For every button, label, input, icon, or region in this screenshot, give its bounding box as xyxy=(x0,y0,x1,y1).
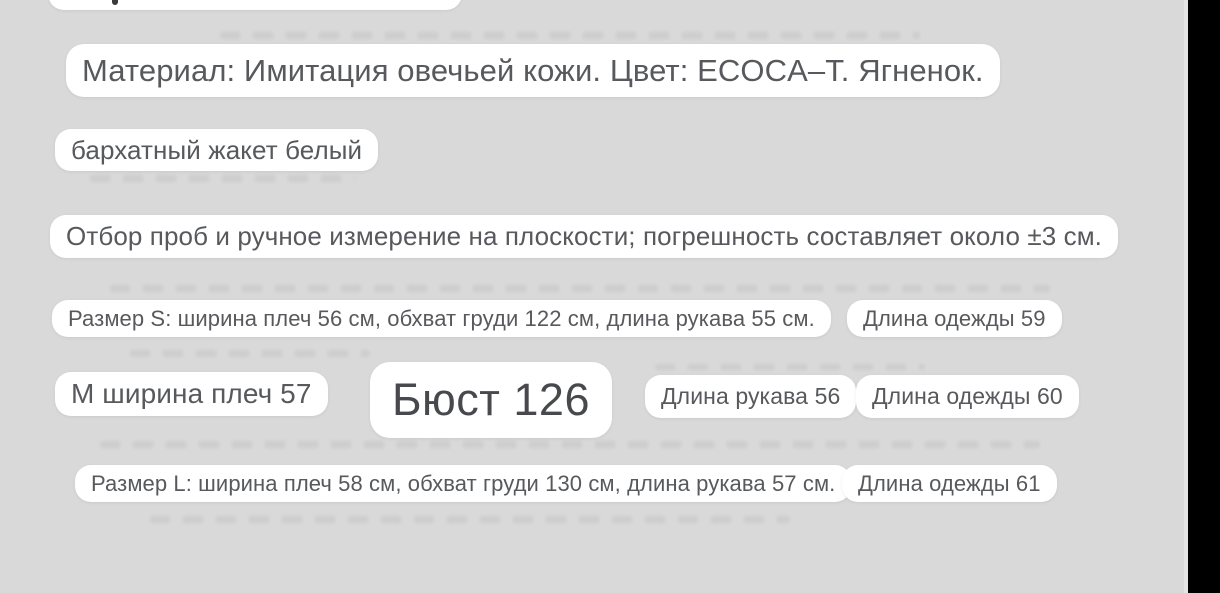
cropped-glyph-artifact xyxy=(112,0,118,5)
ghost-text-artifact xyxy=(130,350,370,357)
size-m-bust-badge: Бюст 126 xyxy=(370,362,612,438)
product-name-badge: бархатный жакет белый xyxy=(55,129,379,171)
measurement-note-badge: Отбор проб и ручное измерение на плоскос… xyxy=(50,215,1118,258)
size-m-bust-text: Бюст 126 xyxy=(392,374,590,425)
size-m-shoulder-text: М ширина плеч 57 xyxy=(71,378,312,409)
size-m-length-text: Длина одежды 60 xyxy=(872,383,1063,409)
size-m-length-badge: Длина одежды 60 xyxy=(856,375,1079,418)
right-black-panel xyxy=(1188,0,1220,593)
size-m-sleeve-badge: Длина рукава 56 xyxy=(645,375,857,418)
panel-seam xyxy=(1184,0,1188,593)
size-s-length-text: Длина одежды 59 xyxy=(863,305,1046,331)
size-s-text: Размер S: ширина плеч 56 см, обхват груд… xyxy=(68,305,815,331)
size-l-text: Размер L: ширина плеч 58 см, обхват груд… xyxy=(91,470,836,496)
ghost-text-artifact xyxy=(100,441,1040,448)
product-name-text: бархатный жакет белый xyxy=(71,134,363,165)
size-s-badge: Размер S: ширина плеч 56 см, обхват груд… xyxy=(52,300,831,337)
ghost-text-artifact xyxy=(150,516,790,523)
material-text: Материал: Имитация овечьей кожи. Цвет: E… xyxy=(82,52,984,88)
size-l-length-badge: Длина одежды 61 xyxy=(842,465,1057,502)
material-badge: Материал: Имитация овечьей кожи. Цвет: E… xyxy=(66,44,1000,97)
size-l-length-text: Длина одежды 61 xyxy=(858,470,1041,496)
ghost-text-artifact xyxy=(110,285,1050,292)
size-s-length-badge: Длина одежды 59 xyxy=(847,300,1062,337)
size-m-sleeve-text: Длина рукава 56 xyxy=(661,383,841,409)
size-m-shoulder-badge: М ширина плеч 57 xyxy=(55,372,328,416)
top-partial-badge xyxy=(48,0,462,10)
ghost-text-artifact xyxy=(90,175,355,182)
size-l-badge: Размер L: ширина плеч 58 см, обхват груд… xyxy=(75,465,852,502)
ghost-text-artifact xyxy=(655,364,925,370)
measurement-note-text: Отбор проб и ручное измерение на плоскос… xyxy=(66,221,1102,251)
ghost-text-artifact xyxy=(220,32,920,39)
